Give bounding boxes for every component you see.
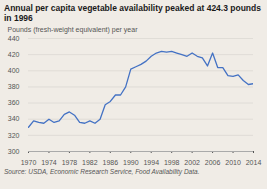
svg-text:300: 300 [8,148,20,155]
svg-text:2014: 2014 [246,160,262,167]
svg-text:400: 400 [8,67,20,74]
svg-text:420: 420 [8,51,20,58]
html-text:Annual per capita vegetable av: Annual per capita vegetable availability… [4,3,261,24]
svg-text:2006: 2006 [205,160,221,167]
svg-text:2002: 2002 [184,160,200,167]
svg-text:2010: 2010 [225,160,241,167]
svg-text:1970: 1970 [21,160,37,167]
html-text:Source: USDA, Economic Researc: Source: USDA, Economic Research Service,… [4,168,200,176]
svg-text:1982: 1982 [82,160,98,167]
svg-text:440: 440 [8,35,20,42]
svg-text:1998: 1998 [164,160,180,167]
svg-text:Pounds (fresh-weight equivalen: Pounds (fresh-weight equivalent) per yea… [8,27,139,35]
svg-text:1978: 1978 [62,160,78,167]
svg-text:380: 380 [8,84,20,91]
svg-text:1974: 1974 [41,160,57,167]
svg-text:1986: 1986 [103,160,119,167]
svg-text:1994: 1994 [143,160,159,167]
svg-text:1990: 1990 [123,160,139,167]
svg-text:360: 360 [8,100,20,107]
svg-text:340: 340 [8,116,20,123]
svg-text:320: 320 [8,132,20,139]
